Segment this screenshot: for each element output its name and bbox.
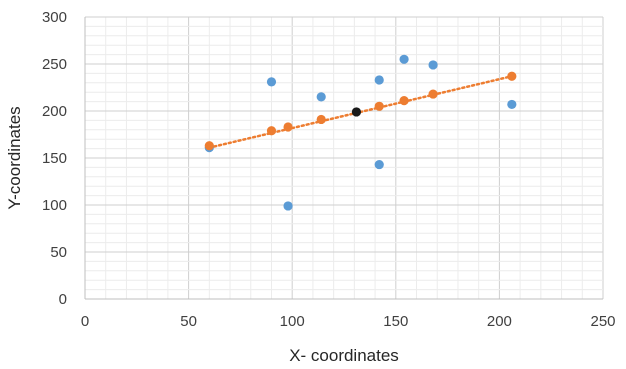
data-point-series-1	[374, 159, 384, 170]
x-tick-label: 50	[180, 313, 197, 330]
y-tick-label: 300	[42, 9, 67, 26]
data-point-series-1	[399, 54, 409, 64]
x-tick-label: 250	[590, 313, 615, 330]
y-tick-label: 200	[42, 103, 67, 120]
data-point-series-1	[507, 99, 517, 110]
data-point-series-1	[428, 60, 438, 70]
tick-labels: 0 50 100 150 200 250 0 50 100 150 200 250 300	[42, 9, 616, 330]
data-point-series-2	[399, 96, 409, 106]
data-point-series-1	[316, 92, 326, 102]
data-point-series-1	[266, 77, 277, 87]
grid	[84, 16, 604, 300]
y-tick-label: 0	[59, 291, 67, 308]
x-tick-label: 200	[487, 313, 512, 330]
y-tick-label: 100	[42, 197, 67, 214]
x-tick-label: 100	[280, 313, 305, 330]
data-point-series-2	[283, 122, 293, 132]
x-tick-label: 0	[81, 313, 89, 330]
y-axis-title: Y-coordinates	[5, 106, 24, 209]
x-axis-title: X- coordinates	[289, 346, 399, 365]
data-point-series-1	[374, 75, 384, 85]
y-tick-label: 250	[42, 56, 67, 73]
data-point-series-3	[351, 107, 362, 117]
data-point-series-2	[204, 141, 214, 151]
x-tick-label: 150	[383, 313, 408, 330]
y-tick-label: 50	[50, 244, 67, 261]
data-point-series-2	[428, 89, 438, 99]
data-point-series-2	[507, 71, 517, 81]
data-point-series-2	[374, 101, 384, 111]
data-point-series-2	[266, 126, 277, 136]
y-tick-label: 150	[42, 150, 67, 167]
data-point-series-2	[316, 114, 326, 125]
data-points	[204, 54, 517, 211]
data-point-series-1	[283, 201, 293, 211]
